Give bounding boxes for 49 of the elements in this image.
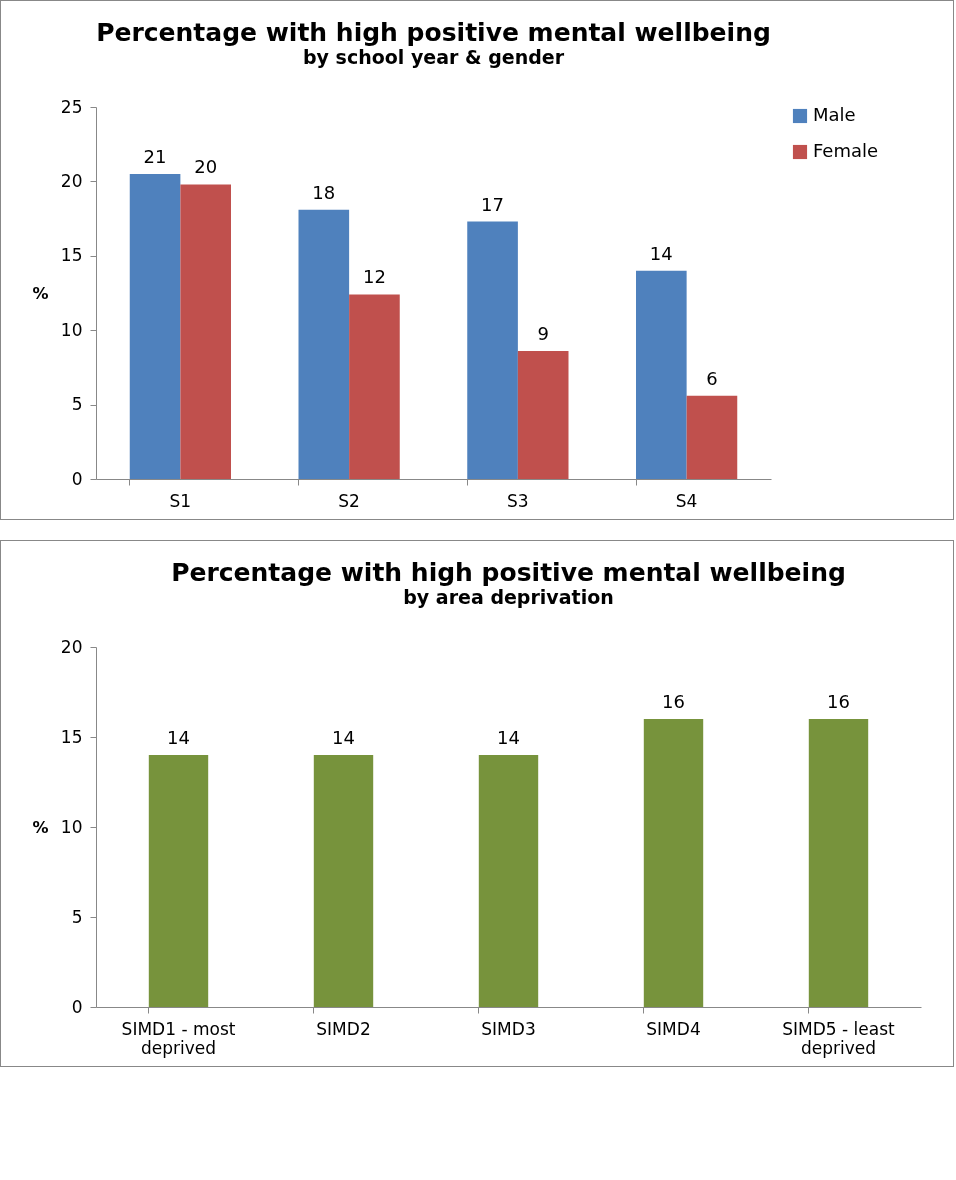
y-axis-title: %	[32, 817, 49, 837]
legend-label: Female	[813, 140, 879, 161]
bar	[129, 173, 181, 479]
y-tick-label: 10	[60, 816, 83, 837]
data-label: 9	[537, 323, 549, 345]
data-label: 16	[827, 691, 850, 712]
data-label: 12	[362, 266, 386, 288]
x-tick-label: SIMD3	[481, 1018, 536, 1039]
y-axis-title: %	[32, 283, 49, 303]
y-tick-label: 5	[71, 394, 83, 415]
x-tick-label: S4	[675, 490, 698, 511]
data-label: 6	[706, 367, 718, 389]
chart-title: Percentage with high positive mental wellbeing	[171, 558, 846, 587]
x-tick-label: S1	[169, 490, 192, 511]
chart-subtitle: by area deprivation	[403, 586, 614, 608]
x-tick-label: S2	[338, 490, 360, 511]
chart-subtitle: by school year & gender	[302, 46, 565, 68]
data-label: 14	[649, 242, 673, 264]
y-tick-label: 20	[60, 170, 83, 191]
data-label: 18	[312, 181, 336, 203]
legend-label: Male	[813, 104, 856, 125]
y-tick-label: 20	[60, 636, 83, 657]
data-label: 21	[143, 145, 167, 167]
y-tick-label: 0	[71, 468, 83, 489]
bar	[636, 270, 687, 479]
x-tick-label: S3	[507, 490, 529, 511]
x-tick-label: SIMD5 - least deprived	[782, 1018, 896, 1058]
bar	[298, 209, 350, 479]
y-tick-label: 5	[71, 906, 83, 927]
y-tick-label: 25	[60, 96, 83, 117]
bar	[180, 184, 231, 479]
data-label: 20	[194, 156, 218, 178]
data-label: 14	[332, 727, 355, 748]
data-label: 16	[662, 691, 685, 712]
bar	[686, 395, 738, 479]
data-label: 14	[167, 727, 190, 748]
x-tick-label: SIMD1 - most deprived	[121, 1018, 236, 1058]
x-tick-label: SIMD2	[316, 1018, 371, 1039]
bar	[349, 294, 400, 479]
data-label: 17	[481, 193, 505, 215]
bar	[517, 351, 569, 479]
y-tick-label: 15	[60, 245, 83, 266]
bar	[467, 221, 518, 479]
y-tick-label: 15	[60, 726, 83, 747]
x-tick-label: SIMD4	[646, 1018, 701, 1039]
y-tick-label: 0	[71, 996, 83, 1017]
data-label: 14	[497, 727, 520, 748]
y-tick-label: 10	[60, 319, 83, 340]
chart-title: Percentage with high positive mental wellbeing	[96, 18, 771, 47]
